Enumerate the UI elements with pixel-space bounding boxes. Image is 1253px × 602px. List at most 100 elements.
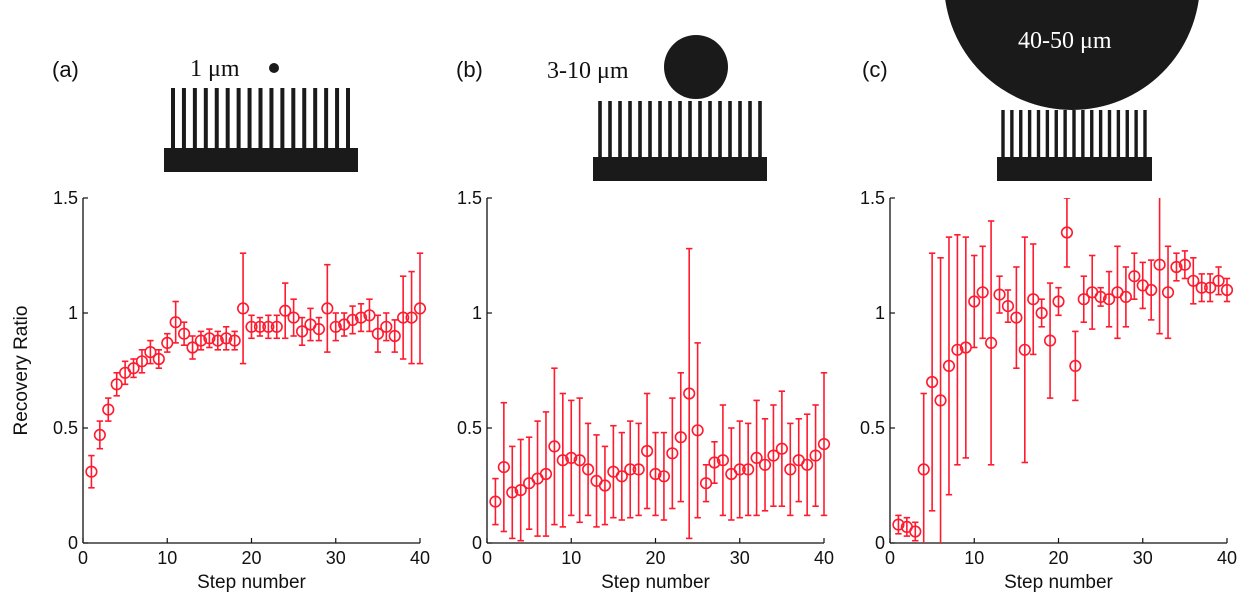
data-point-a-1 <box>85 465 98 478</box>
pillar-a-11 <box>280 88 285 150</box>
data-point-a-33 <box>354 311 368 324</box>
pillar-b-2 <box>608 101 612 159</box>
error-bar-a-2 <box>96 420 104 450</box>
error-bar-c-29 <box>1131 252 1138 301</box>
chart-panel-b: 0 10 20 30 40 0 0.5 1 1.5 Step number <box>457 188 834 593</box>
error-bar-a-29 <box>324 263 331 353</box>
error-bar-b-10 <box>568 399 575 517</box>
substrate-base-c <box>997 157 1152 181</box>
error-bar-a-9 <box>155 348 163 370</box>
x-tick-label-b-0: 0 <box>482 548 492 568</box>
error-bar-b-6 <box>534 420 541 537</box>
pillar-c-4 <box>1027 110 1032 159</box>
pillar-a-13 <box>302 88 307 150</box>
error-bar-c-20 <box>1055 286 1062 317</box>
data-point-c-32 <box>1153 258 1166 271</box>
particle-size-label-c: 40-50 μm <box>1018 28 1112 54</box>
data-point-a-38 <box>397 311 410 324</box>
error-bar-c-25 <box>1097 286 1104 307</box>
y-axis-label-a: Recovery Ratio <box>11 306 32 436</box>
x-tick-label-b-10: 10 <box>561 548 581 568</box>
error-bar-a-25 <box>290 298 297 337</box>
data-point-b-9 <box>556 454 569 467</box>
error-bar-a-10 <box>164 332 171 353</box>
error-bar-c-35 <box>1181 250 1189 280</box>
data-point-c-21 <box>1060 226 1074 239</box>
pillar-array-b <box>598 101 762 159</box>
error-bar-a-20 <box>248 314 255 340</box>
error-bar-a-34 <box>366 298 373 333</box>
error-bar-b-5 <box>525 436 533 531</box>
error-bar-b-7 <box>542 411 550 537</box>
data-point-a-6 <box>127 362 140 375</box>
series-b <box>489 247 831 542</box>
error-bar-a-21 <box>256 316 264 337</box>
data-point-a-14 <box>194 334 208 347</box>
data-point-a-2 <box>93 428 106 442</box>
data-point-b-16 <box>615 470 628 483</box>
pillar-array-c <box>1001 110 1147 159</box>
data-point-c-28 <box>1119 290 1132 304</box>
error-bar-a-35 <box>374 314 382 353</box>
pillar-b-17 <box>758 101 762 159</box>
y-tick-label-a-0: 0 <box>68 533 78 553</box>
error-bar-a-33 <box>357 302 365 333</box>
x-tick-label-c-30: 30 <box>1133 548 1153 568</box>
data-point-c-18 <box>1035 306 1048 320</box>
error-bar-c-36 <box>1190 256 1197 305</box>
y-tick-label-c-1.5: 1.5 <box>860 188 885 208</box>
data-point-a-36 <box>380 320 393 333</box>
error-bar-a-18 <box>231 330 238 351</box>
error-bar-a-26 <box>298 316 306 347</box>
data-point-b-4 <box>514 484 527 497</box>
data-point-a-17 <box>220 332 233 345</box>
data-point-b-33 <box>758 458 772 471</box>
error-bar-c-13 <box>996 275 1003 314</box>
pillar-b-8 <box>668 101 672 159</box>
error-bar-b-9 <box>559 392 567 528</box>
data-point-a-35 <box>371 327 384 340</box>
error-bar-a-32 <box>349 305 356 335</box>
pillar-a-12 <box>291 88 296 150</box>
error-bar-c-12 <box>987 220 995 466</box>
x-tick-label-a-0: 0 <box>78 548 88 568</box>
pillar-b-10 <box>688 101 692 159</box>
error-bar-b-12 <box>584 422 592 517</box>
pillar-b-11 <box>698 101 702 159</box>
error-bar-c-27 <box>1114 245 1121 340</box>
series-c <box>892 198 1234 543</box>
error-bar-b-25 <box>694 342 701 519</box>
error-bar-c-34 <box>1173 252 1180 282</box>
pillar-a-2 <box>181 88 186 150</box>
data-point-b-18 <box>632 463 645 476</box>
error-bar-a-40 <box>416 252 424 365</box>
pillar-c-6 <box>1045 110 1050 159</box>
pillar-a-16 <box>335 88 340 150</box>
data-point-c-23 <box>1077 293 1090 306</box>
data-point-a-19 <box>236 302 250 315</box>
pillar-c-14 <box>1116 110 1121 159</box>
error-bar-c-9 <box>962 236 970 459</box>
data-point-b-8 <box>548 440 561 453</box>
data-point-a-37 <box>388 329 401 343</box>
data-point-b-30 <box>733 463 746 476</box>
error-bar-c-2 <box>903 516 911 537</box>
data-point-a-16 <box>211 334 224 347</box>
error-bar-a-22 <box>265 314 272 340</box>
data-point-c-4 <box>917 463 930 476</box>
error-bar-b-4 <box>517 438 524 542</box>
error-bar-a-6 <box>130 358 137 379</box>
data-point-a-13 <box>186 341 199 354</box>
error-bar-b-28 <box>719 404 727 517</box>
pillar-c-13 <box>1107 110 1112 159</box>
data-point-c-26 <box>1102 293 1116 306</box>
error-bar-a-15 <box>206 328 213 349</box>
pillar-a-7 <box>236 88 241 150</box>
y-tick-label-b-1.5: 1.5 <box>457 188 482 208</box>
pillar-c-1 <box>1001 110 1005 159</box>
pillar-a-17 <box>346 88 350 150</box>
error-bar-a-4 <box>113 371 120 397</box>
error-bar-b-20 <box>652 431 659 517</box>
error-bar-c-38 <box>1206 273 1214 303</box>
error-bar-a-36 <box>383 312 390 342</box>
